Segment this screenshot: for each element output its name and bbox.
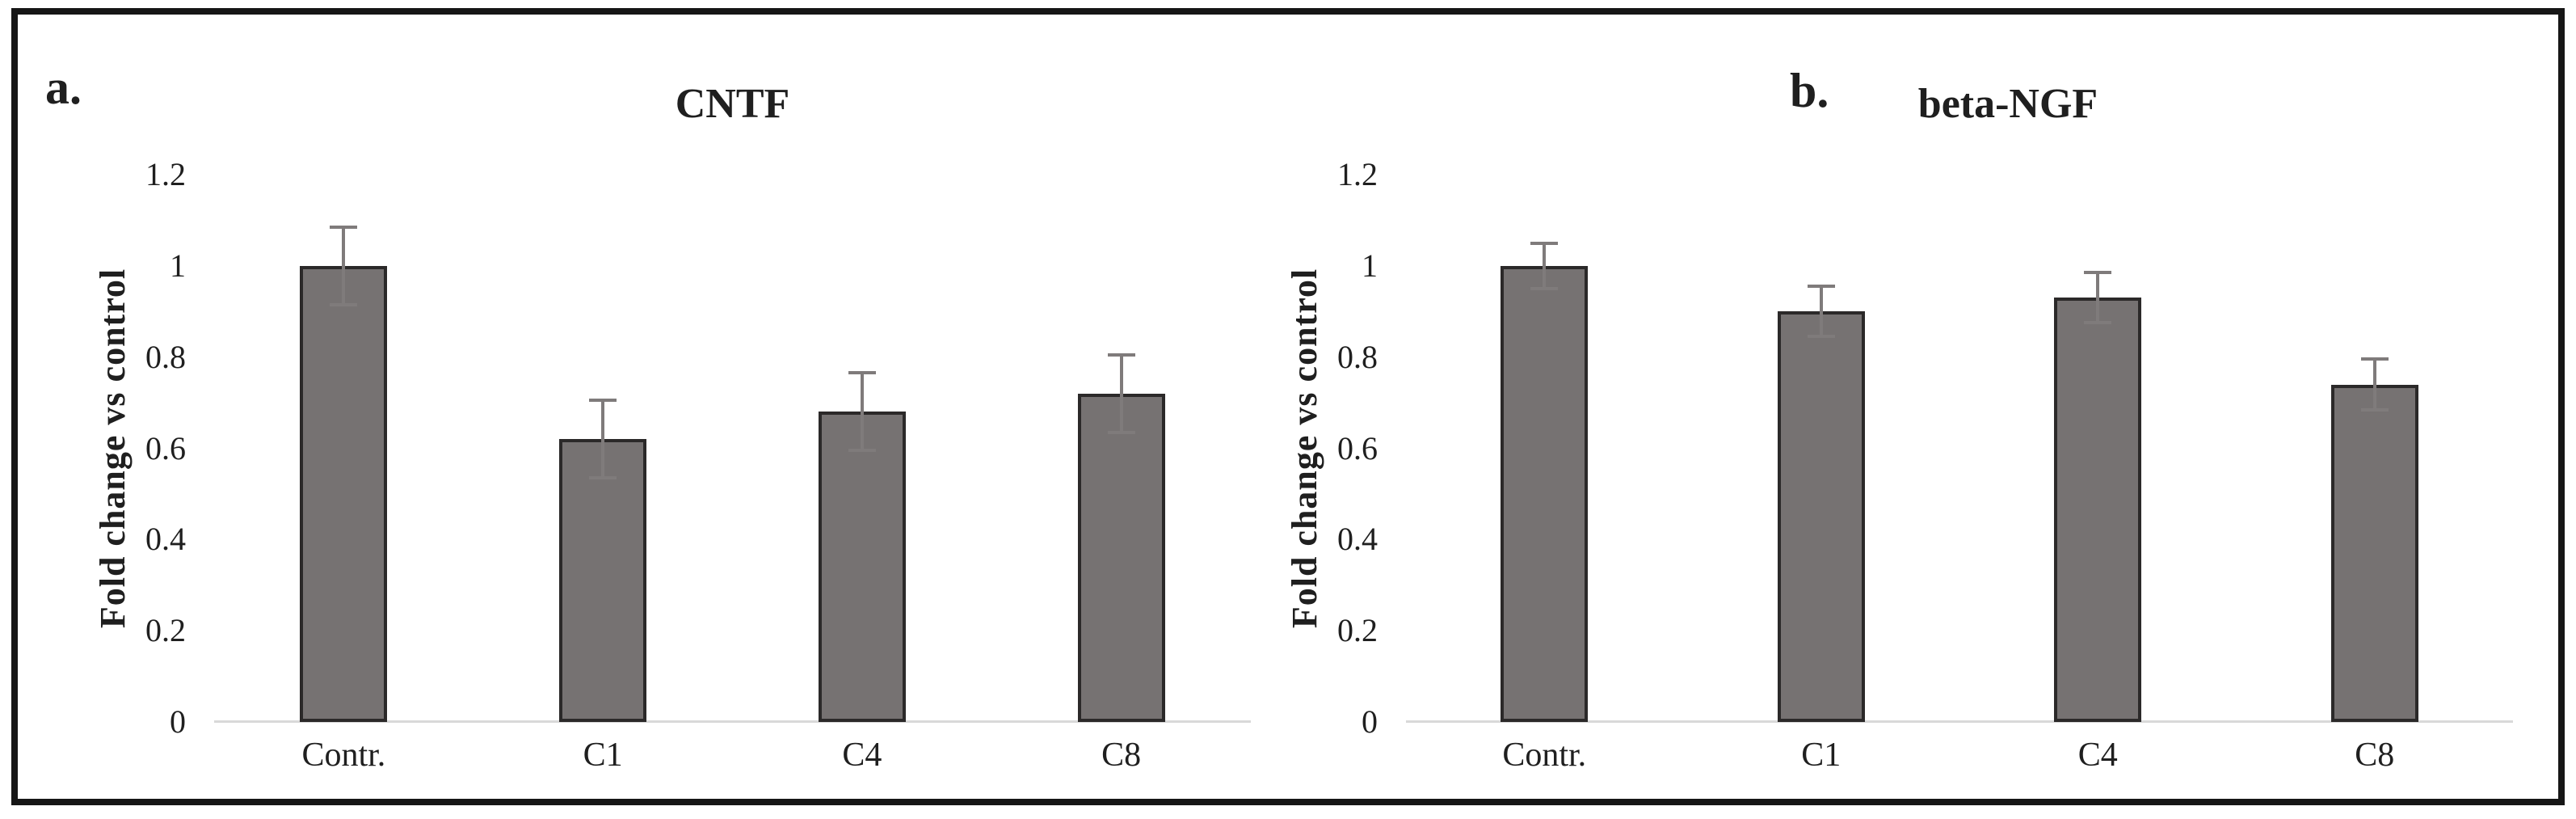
y-tick-label: 1 (1362, 247, 1378, 284)
error-bar-cap-bottom (2084, 321, 2112, 325)
error-bar-cap-top (589, 399, 617, 403)
bar (1777, 311, 1865, 722)
panel-letter: a. (45, 61, 82, 114)
panel-letter: b. (1790, 64, 1829, 117)
chart-title: beta-NGF (1917, 81, 2098, 127)
y-tick-label: 0.8 (1337, 338, 1378, 375)
x-category-label: C4 (2077, 737, 2118, 774)
y-tick-label: 0.6 (1337, 429, 1378, 466)
bar (1501, 265, 1589, 722)
x-category-label: C4 (842, 737, 882, 774)
error-bar-line (601, 400, 605, 479)
y-tick-label: 0.4 (1337, 521, 1378, 558)
x-category-label: Contr. (1502, 737, 1587, 774)
error-bar-line (2372, 359, 2376, 410)
error-bar-line (1819, 286, 1823, 337)
error-bar-cap-bottom (2360, 407, 2389, 412)
chart-panel-b: b. beta-NGF Fold change vs control 0 0.2 0… (1286, 15, 2557, 799)
error-bar-cap-top (1107, 353, 1135, 357)
error-bar-cap-top (2360, 357, 2389, 361)
error-bar-line (2096, 272, 2100, 323)
y-tick-label: 1.2 (145, 156, 186, 192)
bar (2330, 384, 2418, 722)
error-bar-cap-top (1530, 241, 1559, 245)
error-bar-cap-bottom (848, 449, 876, 453)
y-tick-label: 1 (170, 247, 186, 284)
figure-frame: a. CNTF Fold change vs control 0 0.2 0.4 0.… (11, 8, 2565, 805)
y-tick-label: 0.8 (145, 338, 186, 375)
error-bar-cap-bottom (1107, 430, 1135, 434)
error-bar-line (1119, 354, 1123, 433)
x-category-label: C1 (583, 737, 623, 774)
error-bar-cap-bottom (330, 302, 358, 306)
chart-panel-a: a. CNTF Fold change vs control 0 0.2 0.4 0.… (18, 15, 1288, 799)
error-bar-cap-top (330, 225, 358, 229)
error-bar-cap-top (848, 371, 876, 375)
error-bar-cap-bottom (589, 476, 617, 480)
x-axis-line (1406, 720, 2513, 723)
plot-area: 0 0.2 0.4 0.6 0.8 1 1.2 Contr. C1 C4 C8 (1337, 158, 2513, 772)
x-category-label: C8 (1101, 737, 1142, 774)
x-category-label: C8 (2355, 737, 2395, 774)
bar (818, 412, 906, 722)
y-tick-label: 0.2 (145, 612, 186, 649)
y-tick-label: 0 (1362, 703, 1378, 740)
error-bar-line (860, 373, 864, 451)
x-axis-line (214, 720, 1251, 723)
y-tick-label: 0.2 (1337, 612, 1378, 649)
y-tick-label: 0 (170, 703, 186, 740)
error-bar-cap-top (2084, 271, 2112, 275)
x-category-label: C1 (1801, 737, 1842, 774)
bar (1077, 393, 1165, 722)
chart-title: CNTF (675, 81, 790, 127)
bar (2054, 298, 2142, 722)
y-tick-label: 1.2 (1337, 156, 1378, 192)
error-bar-cap-top (1807, 285, 1835, 289)
error-bar-cap-bottom (1807, 335, 1835, 339)
plot-area: 0 0.2 0.4 0.6 0.8 1 1.2 Contr. C1 C4 C8 (145, 158, 1251, 772)
error-bar-cap-bottom (1530, 287, 1559, 291)
y-tick-label: 0.6 (145, 429, 186, 466)
y-tick-label: 0.4 (145, 521, 186, 558)
error-bar-line (1543, 243, 1547, 289)
x-category-label: Contr. (301, 737, 386, 774)
bar (559, 439, 647, 722)
bar (300, 265, 388, 722)
error-bar-line (342, 226, 346, 305)
